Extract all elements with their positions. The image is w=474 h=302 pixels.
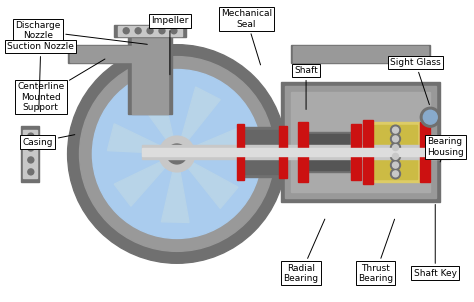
- Bar: [293, 46, 428, 62]
- Circle shape: [423, 110, 437, 124]
- Text: Impeller: Impeller: [151, 16, 189, 75]
- Bar: [371, 122, 420, 182]
- Bar: [363, 120, 373, 184]
- Circle shape: [171, 28, 177, 34]
- Circle shape: [28, 157, 34, 163]
- Bar: [245, 130, 278, 174]
- Bar: [285, 86, 436, 198]
- Circle shape: [391, 169, 401, 179]
- Circle shape: [392, 145, 399, 151]
- Bar: [68, 45, 147, 63]
- Bar: [279, 126, 287, 178]
- Text: Thrust
Bearing: Thrust Bearing: [358, 219, 394, 283]
- Bar: [281, 82, 440, 202]
- Polygon shape: [177, 87, 220, 154]
- Circle shape: [92, 69, 261, 239]
- Circle shape: [391, 134, 401, 144]
- Bar: [351, 124, 361, 180]
- Text: Casing: Casing: [23, 135, 75, 146]
- Polygon shape: [108, 124, 177, 154]
- Bar: [114, 25, 186, 37]
- Bar: [308, 134, 349, 170]
- Bar: [142, 148, 450, 156]
- Text: Radial
Bearing: Radial Bearing: [283, 219, 325, 283]
- Text: Discharge
Nozzle: Discharge Nozzle: [15, 21, 147, 44]
- Text: Shaft Key: Shaft Key: [414, 204, 457, 278]
- Bar: [306, 132, 351, 172]
- Bar: [241, 127, 281, 177]
- Circle shape: [392, 127, 399, 133]
- Circle shape: [159, 136, 195, 172]
- Bar: [21, 126, 39, 182]
- Circle shape: [28, 169, 34, 175]
- Bar: [132, 37, 168, 114]
- Bar: [374, 125, 418, 179]
- Text: Shaft: Shaft: [294, 66, 318, 109]
- Circle shape: [159, 28, 165, 34]
- Bar: [291, 92, 430, 192]
- Bar: [118, 26, 182, 36]
- Circle shape: [420, 107, 440, 127]
- Bar: [70, 46, 145, 62]
- Circle shape: [28, 145, 34, 151]
- Bar: [237, 124, 245, 180]
- Circle shape: [123, 28, 129, 34]
- Polygon shape: [177, 127, 246, 154]
- Bar: [298, 122, 308, 182]
- Circle shape: [68, 45, 286, 263]
- Circle shape: [392, 153, 399, 159]
- Circle shape: [391, 151, 401, 161]
- Polygon shape: [162, 154, 189, 223]
- Circle shape: [28, 133, 34, 139]
- Circle shape: [80, 56, 274, 251]
- Circle shape: [392, 136, 399, 142]
- Text: Bearing
Housing: Bearing Housing: [427, 137, 464, 162]
- Circle shape: [392, 162, 399, 168]
- Bar: [23, 130, 37, 178]
- Circle shape: [135, 28, 141, 34]
- Circle shape: [391, 143, 401, 153]
- Text: Centerline
Mounted
Support: Centerline Mounted Support: [17, 59, 105, 112]
- Circle shape: [391, 160, 401, 170]
- Bar: [142, 145, 450, 159]
- Circle shape: [391, 125, 401, 135]
- Text: Mechanical
Seal: Mechanical Seal: [221, 9, 272, 65]
- Polygon shape: [136, 86, 177, 154]
- Text: Suction Nozzle: Suction Nozzle: [7, 42, 74, 109]
- Polygon shape: [114, 154, 177, 206]
- Circle shape: [392, 171, 399, 177]
- Text: Sight Glass: Sight Glass: [390, 58, 441, 105]
- Bar: [291, 45, 430, 63]
- Circle shape: [167, 144, 187, 164]
- Bar: [420, 122, 430, 182]
- Circle shape: [147, 28, 153, 34]
- Polygon shape: [177, 154, 238, 208]
- Bar: [128, 35, 172, 114]
